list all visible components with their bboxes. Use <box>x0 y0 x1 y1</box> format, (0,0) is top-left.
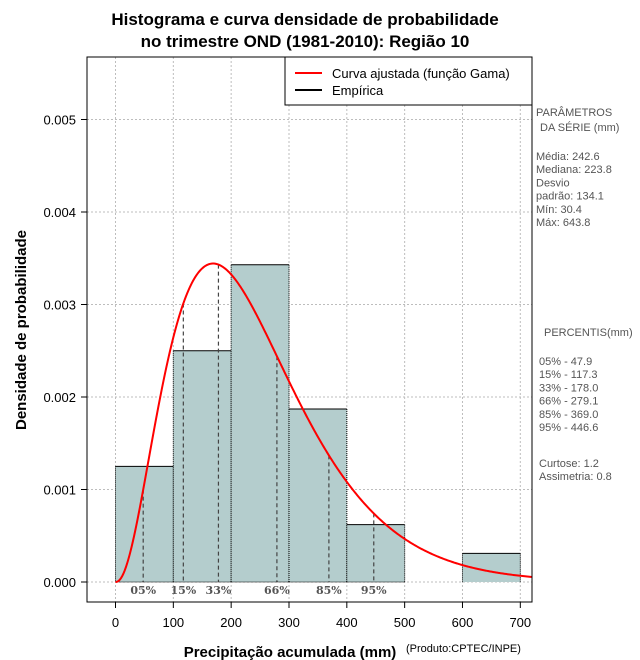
stat-line: Máx: 643.8 <box>536 217 590 229</box>
side-panel: PARÂMETROS DA SÉRIE (mm) Média: 242.6Med… <box>536 106 633 483</box>
y-tick-label: 0.001 <box>43 483 76 498</box>
x-axis-ticks: 0 100 200 300 400 500 600 700 <box>112 602 531 630</box>
params-title-1: PARÂMETROS <box>536 106 612 119</box>
fitted-curve-layer <box>115 262 532 583</box>
percentil-line: 66% - 279.1 <box>539 396 598 408</box>
chart-title-line1: Histograma e curva densidade de probabil… <box>111 10 498 29</box>
x-tick-label: 400 <box>336 615 358 630</box>
x-tick-label: 500 <box>394 615 416 630</box>
histogram-bar <box>231 264 289 582</box>
gamma-curve <box>115 262 532 583</box>
percentile-lines <box>142 264 375 582</box>
histogram-bars <box>115 264 521 583</box>
credit-text: (Produto:CPTEC/INPE) <box>406 643 521 655</box>
y-axis-ticks: 0.000 0.001 0.002 0.003 0.004 0.005 <box>43 113 87 590</box>
stat-line: Desvio <box>536 177 570 189</box>
y-tick-label: 0.004 <box>43 205 76 220</box>
percentil-line: 15% - 117.3 <box>539 369 598 381</box>
params-title-2: DA SÉRIE (mm) <box>540 121 619 134</box>
stat-line: padrão: 134.1 <box>536 191 604 203</box>
stat-line: Média: 242.6 <box>536 151 600 163</box>
percentile-label: 66% <box>264 584 290 597</box>
percentil-line: 33% - 178.0 <box>539 382 598 394</box>
percentis-list: 05% - 47.915% - 117.333% - 178.0 66% - 27… <box>539 356 598 434</box>
x-tick-label: 700 <box>509 615 531 630</box>
y-tick-label: 0.002 <box>43 390 76 405</box>
percentil-line: 95% - 446.6 <box>539 422 598 434</box>
x-tick-label: 600 <box>452 615 474 630</box>
y-tick-label: 0.005 <box>43 113 76 128</box>
legend-empirical-label: Empírica <box>332 83 384 98</box>
percentile-label: 15% <box>170 584 196 597</box>
legend: Curva ajustada (função Gama) Empírica <box>284 56 533 106</box>
percentile-labels: 05% 15% 33% 66% 85% 95% <box>130 584 387 597</box>
x-axis-label: Precipitação acumulada (mm) <box>184 644 397 660</box>
x-tick-label: 100 <box>162 615 184 630</box>
percentis-title: PERCENTIS(mm) <box>544 327 633 339</box>
shape-stat-line: Assimetria: 0.8 <box>539 471 612 483</box>
stat-line: Mediana: 223.8 <box>536 164 612 176</box>
legend-box <box>284 56 533 106</box>
percentile-label: 85% <box>316 584 342 597</box>
percentile-label: 33% <box>206 584 232 597</box>
shape-stat-line: Curtose: 1.2 <box>539 458 599 470</box>
percentile-label: 05% <box>130 584 156 597</box>
percentile-label: 95% <box>361 584 387 597</box>
y-tick-label: 0.003 <box>43 298 76 313</box>
histogram-bar <box>173 350 232 582</box>
x-tick-label: 300 <box>278 615 300 630</box>
percentil-line: 85% - 369.0 <box>539 409 598 421</box>
y-tick-label: 0.000 <box>43 575 76 590</box>
x-tick-label: 200 <box>220 615 242 630</box>
stat-line: Mín: 30.4 <box>536 204 582 216</box>
x-tick-label: 0 <box>112 615 119 630</box>
percentil-line: 05% - 47.9 <box>539 356 592 368</box>
histogram-bar <box>346 524 405 582</box>
chart-title-line2: no trimestre OND (1981-2010): Região 10 <box>141 32 470 51</box>
legend-curve-label: Curva ajustada (função Gama) <box>332 66 510 81</box>
y-axis-label: Densidade de probabilidade <box>13 230 30 430</box>
